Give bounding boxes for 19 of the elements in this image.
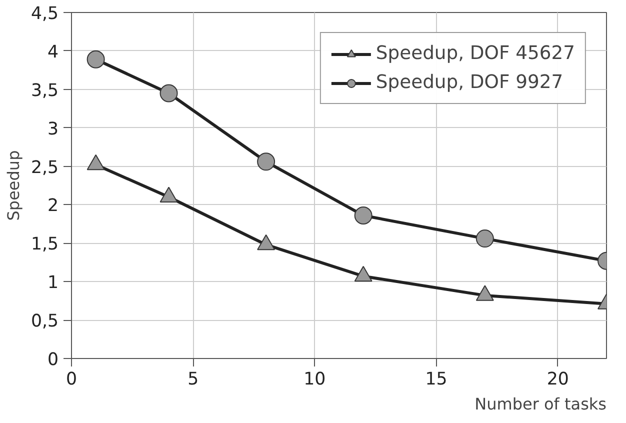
legend-label: Speedup, DOF 9927	[376, 72, 564, 93]
x-tick-label: 15	[425, 370, 448, 390]
x-tick-label: 5	[188, 370, 199, 390]
x-tick-label: 20	[546, 370, 569, 390]
y-tick-label: 3,5	[30, 80, 59, 101]
y-tick-label: 4	[47, 42, 59, 62]
y-tick-label: 1,5	[30, 234, 59, 255]
x-tick-label: 10	[304, 370, 326, 390]
y-tick-label: 3	[47, 119, 59, 140]
y-tick-label: 2,5	[30, 158, 59, 178]
y-tick-label: 2	[47, 196, 59, 216]
x-tick-label: 0	[66, 370, 78, 390]
y-tick-label: 1	[47, 273, 59, 294]
x-axis-title: Number of tasks	[474, 394, 607, 414]
y-tick-label: 0,5	[30, 312, 59, 332]
y-tick-label: 4,5	[30, 4, 59, 24]
y-axis-title: Speedup	[4, 150, 23, 221]
legend-label: Speedup, DOF 45627	[376, 43, 575, 64]
y-tick-label: 0	[47, 350, 59, 370]
